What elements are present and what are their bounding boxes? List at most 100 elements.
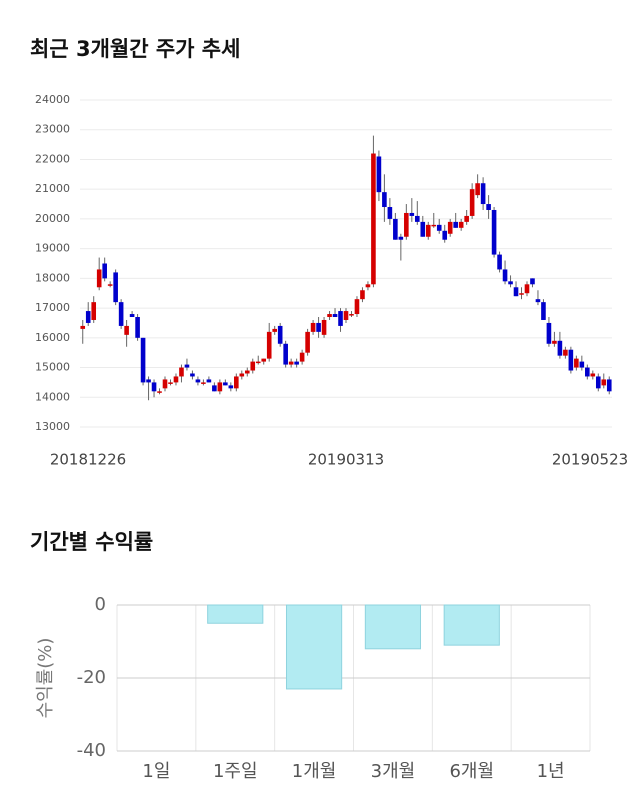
candle-body <box>107 284 113 286</box>
candle-body <box>585 367 590 377</box>
candle-body <box>310 322 316 332</box>
y-tick-label: 15000 <box>35 361 70 374</box>
candle-body <box>579 361 585 368</box>
candle-body <box>546 322 552 344</box>
x-tick-label: 1일 <box>142 761 170 782</box>
candle-body <box>414 215 420 222</box>
candle-body <box>277 325 283 344</box>
candle-body <box>491 209 497 255</box>
candle-body <box>206 379 212 383</box>
candle-body <box>212 385 217 392</box>
candle-body <box>436 224 442 231</box>
x-tick-label: 6개월 <box>449 761 494 782</box>
candle-body <box>502 269 508 282</box>
candle-body <box>458 221 464 228</box>
y-tick-label: 16000 <box>35 331 70 344</box>
candle-body <box>574 358 579 368</box>
candle-body <box>146 379 151 383</box>
candle-body <box>360 290 365 300</box>
candle-body <box>563 349 568 356</box>
candle-body <box>382 192 387 208</box>
bar <box>364 604 422 650</box>
candle-body <box>338 311 343 326</box>
candle-body <box>261 358 267 362</box>
candle-body <box>541 302 546 320</box>
candle-body <box>552 340 557 344</box>
candle-body <box>425 224 431 237</box>
candle-body <box>266 331 272 359</box>
candle-body <box>601 379 607 386</box>
y-tick-label: 19000 <box>35 242 70 255</box>
y-tick-label: 0 <box>95 594 106 615</box>
candle-body <box>223 382 228 386</box>
y-tick-label: 21000 <box>35 182 70 195</box>
candle-body <box>255 361 261 364</box>
candle-body <box>140 337 146 383</box>
candle-body <box>113 272 118 303</box>
candle-body <box>102 263 107 279</box>
candle-body <box>85 311 91 323</box>
candle-body <box>497 254 502 270</box>
chart-title: 기간별 수익률 <box>30 530 153 554</box>
candle-body <box>305 331 310 353</box>
y-tick-label: 23000 <box>35 123 70 136</box>
candle-body <box>250 361 256 371</box>
candle-body <box>354 299 360 315</box>
candle-body <box>442 230 448 240</box>
x-tick-label: 20190313 <box>308 451 384 469</box>
candle-body <box>404 212 409 237</box>
candle-body <box>217 382 223 392</box>
candle-body <box>398 236 404 240</box>
y-tick-label: -20 <box>77 667 106 688</box>
candle-body <box>96 269 102 288</box>
x-tick-label: 3개월 <box>371 761 416 782</box>
chart-title: 최근 3개월간 주가 추세 <box>30 37 240 61</box>
candle-body <box>606 379 612 392</box>
candle-body <box>393 218 398 240</box>
y-tick-label: 24000 <box>35 93 70 106</box>
candle-body <box>321 319 327 335</box>
candle-body <box>508 281 513 285</box>
candle-body <box>239 373 245 377</box>
candle-body <box>179 367 184 377</box>
candle-body <box>371 153 376 285</box>
bar <box>443 604 500 646</box>
candle-body <box>469 189 475 216</box>
y-axis-label: 수익률(%) <box>35 638 56 719</box>
candle-body <box>453 221 458 228</box>
candle-body <box>151 382 157 392</box>
candle-body <box>272 328 278 332</box>
candle-body <box>80 325 86 329</box>
candle-body <box>294 361 299 365</box>
candle-body <box>475 183 480 196</box>
candle-body <box>376 156 382 193</box>
x-tick-label: 1개월 <box>292 761 337 782</box>
candle-body <box>420 221 426 237</box>
candle-body <box>283 343 288 365</box>
y-tick-label: 22000 <box>35 152 70 165</box>
candle-body <box>557 340 563 356</box>
candle-body <box>244 370 250 374</box>
candle-body <box>299 352 305 362</box>
x-tick-label: 1주일 <box>213 761 258 782</box>
candle-body <box>365 284 371 288</box>
candle-body <box>447 221 453 234</box>
candle-body <box>519 293 524 295</box>
candle-body <box>387 207 393 219</box>
candle-body <box>201 382 206 384</box>
candle-body <box>157 391 162 393</box>
candle-body <box>349 314 354 316</box>
candle-body <box>327 314 332 318</box>
y-tick-label: 17000 <box>35 301 70 314</box>
candle-body <box>464 215 469 222</box>
candle-body <box>129 314 135 318</box>
candle-body <box>316 322 321 332</box>
y-tick-label: -40 <box>77 740 106 761</box>
candle-body <box>409 212 415 216</box>
candle-body <box>135 317 140 338</box>
bar <box>285 604 343 690</box>
x-tick-label: 1년 <box>537 761 565 782</box>
candle-body <box>184 364 190 368</box>
y-tick-label: 20000 <box>35 212 70 225</box>
